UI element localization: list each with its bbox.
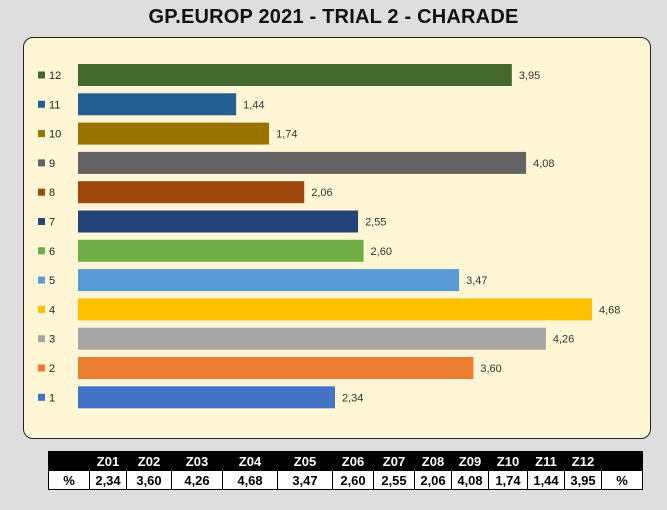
value-label-10: 1,74: [276, 129, 297, 141]
category-label-4: 4: [49, 304, 55, 316]
category-label-5: 5: [49, 275, 55, 287]
value-label-6: 2,60: [371, 246, 392, 258]
category-label-2: 2: [49, 363, 55, 375]
header-empty: [601, 451, 643, 471]
value-label-3: 4,26: [553, 334, 574, 346]
table-cell: %: [601, 470, 643, 490]
bar-5: [78, 269, 460, 292]
header-z12: Z12: [564, 451, 602, 471]
value-label-2: 3,60: [480, 363, 501, 375]
table-cell: 4,26: [171, 470, 223, 490]
legend-marker-9: [38, 159, 45, 167]
header-z11: Z11: [527, 451, 565, 471]
bar-10: [78, 122, 270, 145]
legend-marker-2: [38, 364, 45, 372]
header-empty: [48, 451, 90, 471]
table-cell: 2,06: [414, 470, 452, 490]
bar-4: [78, 298, 592, 321]
category-label-7: 7: [49, 217, 55, 229]
header-z01: Z01: [89, 451, 127, 471]
table-cell: 2,34: [89, 470, 127, 490]
value-label-1: 2,34: [342, 392, 363, 404]
table-cell: 2,55: [373, 470, 415, 490]
bar-2: [78, 357, 474, 379]
header-z02: Z02: [126, 451, 172, 471]
header-z03: Z03: [171, 451, 223, 471]
value-label-12: 3,95: [519, 70, 540, 82]
table-cell: 4,68: [222, 470, 278, 490]
legend-marker-4: [38, 305, 45, 313]
legend-marker-8: [38, 188, 45, 196]
bar-1: [78, 386, 335, 409]
table-cell: 1,74: [488, 470, 528, 490]
bar-11: [78, 93, 237, 116]
category-label-12: 12: [49, 70, 61, 82]
legend-marker-5: [38, 276, 45, 284]
legend-marker-12: [38, 71, 45, 79]
table-cell: 3,95: [564, 470, 602, 490]
category-label-1: 1: [49, 392, 55, 404]
category-label-9: 9: [49, 158, 55, 170]
table-cell: 4,08: [451, 470, 489, 490]
chart-panel: 12 3,95 11 1,44 10 1,74 9 4,08 8 2,06 7 2,55 6 2,60 5 3…: [23, 37, 651, 439]
table-cell: %: [48, 470, 90, 490]
legend-marker-6: [38, 247, 45, 255]
category-label-11: 11: [49, 99, 60, 111]
category-label-3: 3: [49, 334, 55, 346]
value-label-9: 4,08: [533, 158, 554, 170]
bar-8: [78, 181, 305, 204]
legend-marker-1: [38, 393, 45, 401]
category-label-8: 8: [49, 187, 55, 199]
table-cell: 3,47: [277, 470, 333, 490]
data-table: Z01 Z02 Z03 Z04 Z05 Z06 Z07 Z08 Z09 Z10 Z11 Z12 % 2,…: [48, 451, 643, 490]
value-label-4: 4,68: [599, 304, 620, 316]
table-cell: 1,44: [527, 470, 565, 490]
legend-marker-11: [38, 100, 45, 108]
bar-3: [78, 327, 546, 350]
table-header-row: Z01 Z02 Z03 Z04 Z05 Z06 Z07 Z08 Z09 Z10 Z11 Z12: [48, 451, 643, 471]
table-cell: 3,60: [126, 470, 172, 490]
legend-marker-3: [38, 335, 45, 343]
value-label-7: 2,55: [365, 217, 386, 229]
value-label-11: 1,44: [243, 99, 264, 111]
header-z10: Z10: [488, 451, 528, 471]
chart-title: GP.EUROP 2021 - TRIAL 2 - CHARADE: [148, 6, 519, 28]
table-cell: 2,60: [332, 470, 374, 490]
bar-9: [78, 151, 527, 174]
header-z06: Z06: [332, 451, 374, 471]
category-label-10: 10: [49, 129, 61, 141]
bar-12: [78, 64, 512, 86]
table-row: % 2,34 3,60 4,26 4,68 3,47 2,60 2,55 2,06 4,08 1,7…: [48, 470, 643, 490]
category-label-6: 6: [49, 246, 55, 258]
value-label-5: 3,47: [466, 275, 487, 287]
header-z07: Z07: [373, 451, 415, 471]
bar-7: [78, 210, 359, 233]
header-z04: Z04: [222, 451, 278, 471]
legend-marker-7: [38, 218, 45, 225]
header-z08: Z08: [414, 451, 452, 471]
header-z05: Z05: [277, 451, 333, 471]
value-label-8: 2,06: [311, 187, 332, 199]
bar-6: [78, 239, 364, 262]
header-z09: Z09: [451, 451, 489, 471]
legend-marker-10: [38, 130, 45, 138]
